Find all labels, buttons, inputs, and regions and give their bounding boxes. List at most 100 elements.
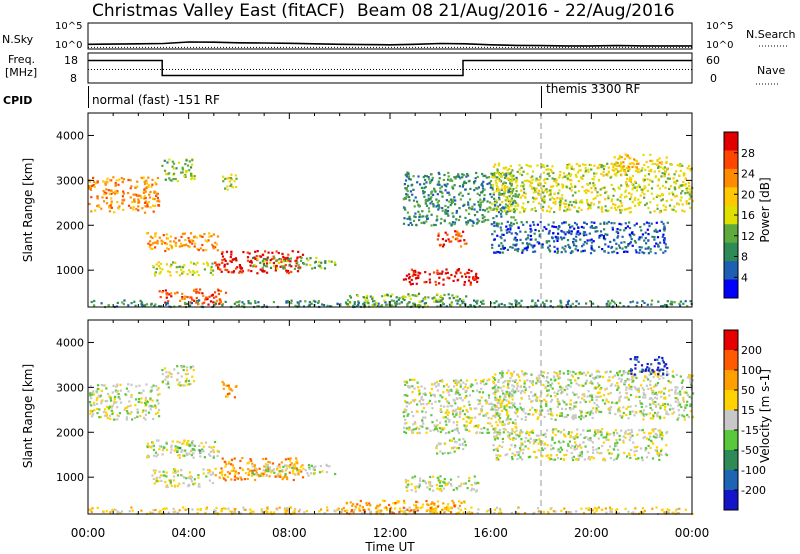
velocity-cell [421,506,424,509]
power-cell [457,218,461,222]
velocity-cell [127,383,130,386]
power-cell [174,243,177,246]
velocity-cell [623,371,626,374]
velocity-cell [191,447,194,451]
velocity-cell [468,394,471,397]
power-cell [142,191,146,195]
power-cell [461,194,464,197]
power-cell [207,239,210,242]
power-cell [504,185,507,188]
velocity-cell [233,509,236,512]
power-cell [501,244,504,247]
power-cell [508,177,511,180]
velocity-cell [487,394,491,397]
power-cell [438,206,441,209]
power-cell [552,221,555,224]
power-cell [675,170,678,173]
power-cell [511,203,514,206]
velocity-cell [156,453,159,456]
power-cell [506,169,509,172]
velocity-cell [188,471,191,474]
power-cell [407,176,410,179]
power-cell [203,301,206,304]
power-cell [624,189,628,192]
velocity-cell [249,458,252,461]
velocity-cell [524,418,527,421]
velocity-cell [503,393,506,396]
power-cell [636,168,639,171]
velocity-cell [431,509,434,512]
power-cell [615,208,618,212]
velocity-cell [433,511,436,514]
velocity-cell [639,510,643,514]
velocity-cell [293,467,297,470]
velocity-cell [251,469,254,472]
velocity-cell [530,373,533,376]
power-cell [631,175,634,178]
power-cell [505,174,508,177]
velocity-cell [649,370,652,374]
velocity-cell [239,466,242,470]
velocity-cell [464,507,467,510]
power-cell [479,300,483,303]
power-cell [503,239,506,242]
power-cell [369,295,372,298]
velocity-cell [501,399,504,402]
power-cell [633,224,636,227]
power-cell [647,252,650,255]
velocity-cell [519,406,522,409]
velocity-cell [221,470,224,473]
power-cell [573,206,576,209]
velocity-cell [105,510,108,513]
velocity-cell [468,403,471,406]
power-cell [514,236,517,239]
power-cell [627,184,630,187]
power-cell [189,304,192,307]
power-cell [619,228,622,232]
velocity-cell [184,508,187,511]
power-cell [496,188,499,191]
power-cell [344,301,348,304]
power-cell [554,200,557,203]
velocity-cell [468,511,471,514]
power-cell [220,270,223,273]
velocity-cell [436,511,439,515]
power-cell [464,272,467,276]
power-cell [535,187,538,190]
power-cell [492,176,495,179]
power-cell [495,190,498,193]
power-cell [673,173,676,176]
velocity-cell [439,404,443,407]
power-cell [679,304,682,307]
power-cell [683,173,686,176]
power-cell [229,255,232,259]
power-cell [464,188,467,191]
power-cell [607,194,610,198]
power-cell [471,205,474,208]
power-cell [438,298,441,301]
power-cell [619,163,622,166]
power-cell [505,166,508,169]
power-cell [422,215,425,218]
power-cell [452,215,455,218]
velocity-cell [296,469,299,472]
power-cell [647,173,650,176]
velocity-cell [594,411,598,414]
velocity-cell [162,448,165,451]
velocity-cell [160,479,163,482]
velocity-cell [449,506,452,509]
power-cell [673,180,676,183]
velocity-cell [413,510,416,514]
power-cell [525,249,529,252]
power-cell [457,173,460,176]
power-cell [455,175,458,178]
power-cell [433,271,436,274]
power-cell [603,221,606,224]
power-cell [615,247,618,250]
power-cell [551,225,554,228]
velocity-cell [176,474,180,477]
power-cell [164,242,167,245]
velocity-cell [689,378,692,381]
velocity-cell [114,389,117,392]
power-cell [449,198,453,201]
